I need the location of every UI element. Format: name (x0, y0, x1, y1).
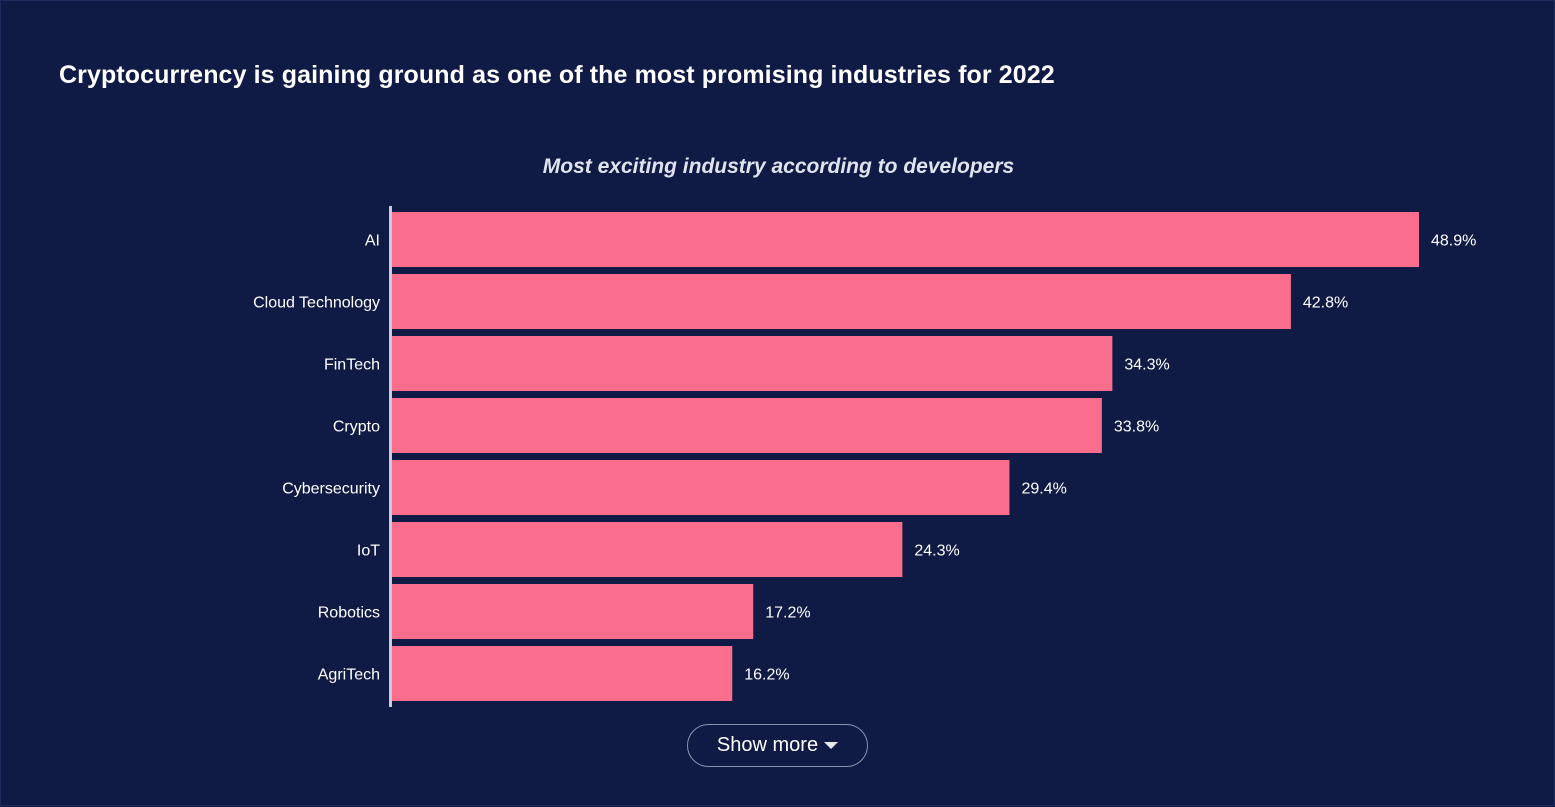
chart-title: Most exciting industry according to deve… (542, 155, 1015, 178)
bar (392, 336, 1113, 391)
category-label: Crypto (333, 419, 380, 436)
value-label: 17.2% (765, 605, 810, 622)
bar (392, 398, 1102, 453)
page-title: Cryptocurrency is gaining ground as one … (59, 61, 1055, 89)
bar (392, 584, 754, 639)
category-label: Cloud Technology (253, 295, 380, 312)
bar (392, 460, 1010, 515)
category-label: FinTech (324, 357, 380, 374)
category-label: Robotics (318, 605, 380, 622)
value-label: 24.3% (914, 543, 959, 560)
value-label: 42.8% (1303, 295, 1348, 312)
show-more-label: Show more (716, 734, 819, 756)
bar (392, 212, 1419, 267)
bar (392, 274, 1291, 329)
value-label: 29.4% (1021, 481, 1066, 498)
value-label: 48.9% (1431, 233, 1476, 250)
category-label: Cybersecurity (282, 481, 380, 498)
category-label: AI (365, 233, 380, 250)
category-label: AgriTech (318, 667, 380, 684)
caret-down-icon (824, 742, 839, 749)
value-label: 33.8% (1114, 419, 1159, 436)
bar (392, 522, 903, 577)
y-axis-line (389, 206, 392, 707)
bar (392, 646, 733, 701)
category-label: IoT (357, 543, 380, 560)
value-label: 34.3% (1124, 357, 1169, 374)
value-label: 16.2% (744, 667, 789, 684)
show-more-button[interactable]: Show more (687, 724, 868, 767)
